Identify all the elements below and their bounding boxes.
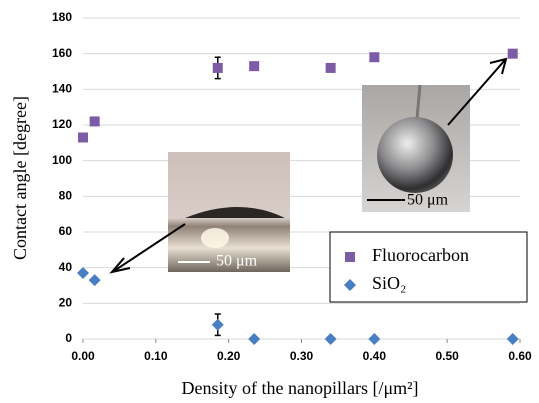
data-point [507, 333, 519, 345]
y-tick-label: 80 [59, 189, 73, 203]
data-point [90, 116, 100, 126]
data-point [248, 333, 260, 345]
data-point [78, 132, 88, 142]
data-point [213, 63, 223, 73]
legend-label: Fluorocarbon [372, 245, 469, 265]
legend-label: SiO₂ [372, 273, 406, 293]
data-point [508, 49, 518, 59]
scale-label: 50 μm [216, 253, 258, 270]
inset-photo: 50 μm [168, 152, 290, 272]
data-point [212, 319, 224, 331]
y-tick-label: 160 [52, 46, 72, 60]
scale-label: 50 μm [407, 192, 449, 209]
y-tick-label: 0 [65, 331, 72, 345]
x-axis-label: Density of the nanopillars [/μm²] [182, 378, 419, 398]
data-point [89, 274, 101, 286]
x-tick-label: 0.30 [290, 349, 314, 363]
x-tick-label: 0.00 [71, 349, 95, 363]
data-point [326, 63, 336, 73]
legend [330, 232, 527, 302]
y-axis-label: Contact angle [degree] [10, 96, 30, 260]
chart: Contact angle [degree] Density of the na… [0, 0, 539, 403]
data-point [369, 52, 379, 62]
data-point [249, 61, 259, 71]
data-point [325, 333, 337, 345]
y-tick-label: 60 [59, 224, 73, 238]
y-tick-label: 120 [52, 117, 72, 131]
x-tick-label: 0.60 [508, 349, 532, 363]
y-tick-label: 180 [52, 10, 72, 24]
x-tick-label: 0.50 [435, 349, 459, 363]
y-tick-label: 40 [59, 260, 73, 274]
legend-marker [345, 252, 355, 262]
y-tick-label: 140 [52, 82, 72, 96]
y-tick-label: 100 [52, 153, 72, 167]
data-point [77, 267, 89, 279]
y-tick-label: 20 [59, 296, 73, 310]
x-tick-label: 0.10 [144, 349, 168, 363]
inset-photo: 50 μm [362, 85, 470, 212]
data-point [368, 333, 380, 345]
x-tick-label: 0.20 [217, 349, 241, 363]
x-tick-label: 0.40 [363, 349, 387, 363]
